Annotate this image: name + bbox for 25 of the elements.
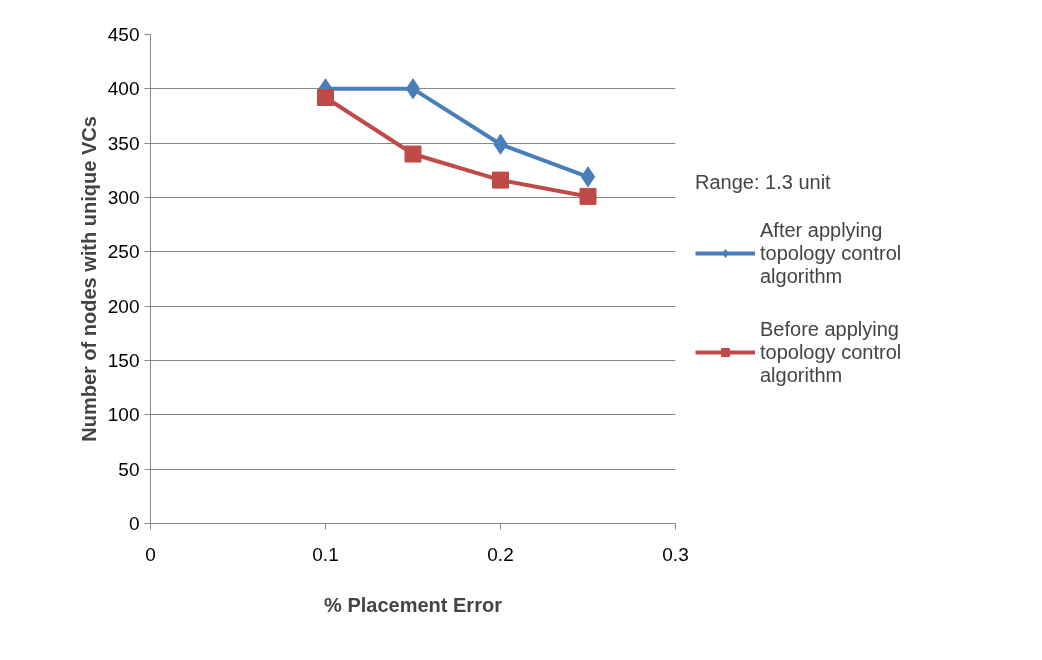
legend-label: After applying topology control algorithm (760, 218, 902, 288)
x-tick-label: 0.1 (312, 543, 339, 565)
y-tick-label: 400 (107, 78, 140, 100)
y-tick-label: 450 (107, 24, 140, 45)
y-tick-label: 50 (118, 458, 140, 480)
point (580, 166, 596, 188)
point (404, 145, 422, 163)
y-axis-title: Number of nodes with unique VCs (77, 116, 100, 442)
point (579, 187, 597, 205)
x-tick-label: 0.2 (487, 543, 514, 565)
y-tick-label: 200 (107, 295, 140, 317)
y-tick-label: 150 (107, 350, 140, 371)
point (492, 171, 509, 189)
x-tick-label: 0.3 (662, 543, 689, 565)
x-axis-title: % Placement Error (324, 593, 503, 616)
y-tick-label: 350 (107, 132, 140, 154)
point (405, 78, 421, 100)
y-tick-label: 0 (128, 513, 140, 534)
x-tick-label: 0 (145, 543, 156, 565)
legend-title: Range: 1.3 unit (695, 170, 832, 194)
y-tick-label: 300 (107, 187, 140, 208)
y-tick-label: 100 (107, 404, 140, 426)
legend-label: Before applying topology control algorithm (760, 317, 902, 387)
y-tick-label: 250 (107, 241, 140, 263)
point (317, 89, 334, 107)
